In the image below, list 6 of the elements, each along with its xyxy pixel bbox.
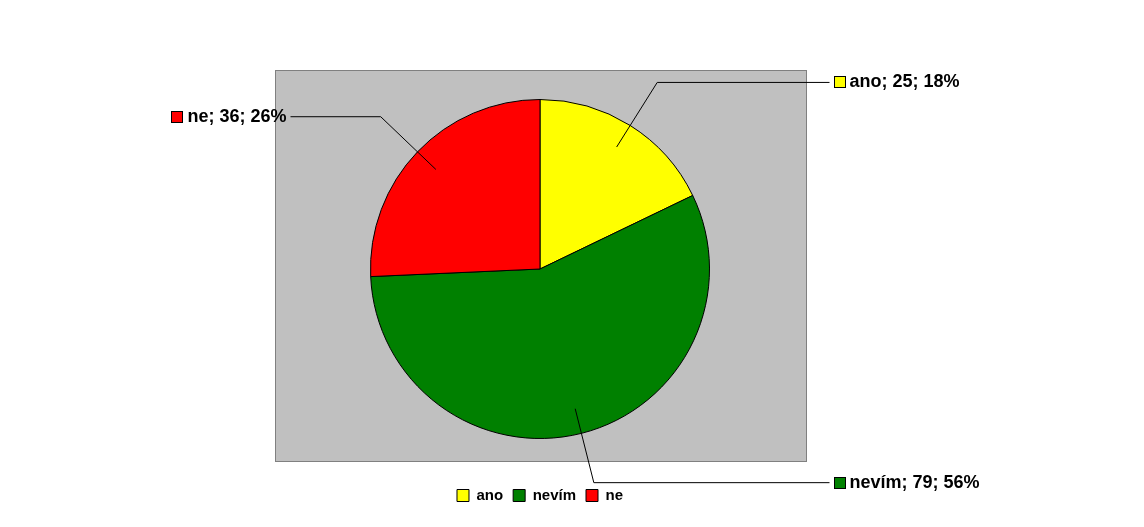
data-label: ne; 36; 26%	[187, 105, 287, 126]
legend-label: ano	[476, 485, 504, 503]
data-label: ano; 25; 18%	[849, 71, 960, 92]
legend-label: nevím	[532, 485, 577, 503]
data-label: nevím; 79; 56%	[849, 471, 980, 492]
legend-label: ne	[605, 485, 624, 503]
